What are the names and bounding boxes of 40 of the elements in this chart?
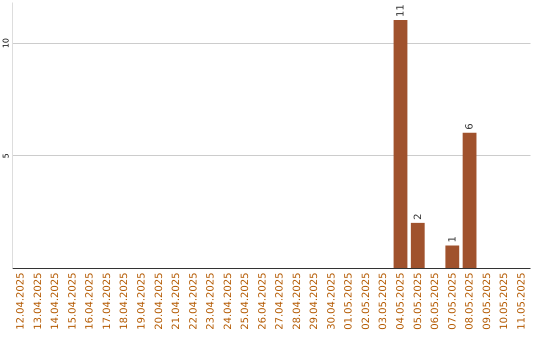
- x-tick-label: 28.04.2025: [292, 272, 303, 330]
- data-label: 2: [412, 214, 424, 220]
- x-tick-label: 22.04.2025: [188, 272, 200, 330]
- x-tick-label: 26.04.2025: [257, 272, 268, 330]
- x-tick-label: 25.04.2025: [240, 272, 252, 330]
- x-tick-label: 06.05.2025: [430, 272, 442, 330]
- x-tick-label: 12.04.2025: [16, 272, 27, 330]
- x-tick-label: 20.04.2025: [154, 272, 165, 330]
- x-tick-label: 30.04.2025: [326, 272, 338, 330]
- x-tick-label: 04.05.2025: [396, 272, 406, 330]
- x-tick-label: 07.05.2025: [447, 272, 458, 330]
- x-tick-label: 17.04.2025: [102, 272, 113, 330]
- x-tick-label: 14.04.2025: [50, 272, 62, 330]
- x-tick-label: 29.04.2025: [309, 272, 320, 330]
- x-tick-label: 21.04.2025: [171, 272, 182, 330]
- x-tick-label: 24.04.2025: [222, 272, 234, 330]
- x-tick-label: 09.05.2025: [482, 272, 493, 330]
- data-label: 1: [447, 236, 458, 242]
- x-tick-label: 13.04.2025: [32, 272, 44, 330]
- bar: [394, 20, 408, 268]
- x-tick-label: 27.04.2025: [274, 272, 286, 330]
- x-tick-label: 16.04.2025: [84, 272, 96, 330]
- x-tick-label: 10.05.2025: [499, 272, 510, 330]
- bar: [462, 132, 476, 268]
- x-tick-label: 23.04.2025: [206, 272, 217, 330]
- x-tick-label: 01.05.2025: [344, 272, 355, 330]
- data-label: 6: [464, 123, 476, 130]
- y-tick-label: 5: [2, 153, 10, 158]
- bar: [410, 222, 425, 268]
- x-tick-label: 02.05.2025: [360, 272, 372, 330]
- x-tick-label: 05.05.2025: [412, 272, 424, 330]
- x-tick-label: 18.04.2025: [119, 272, 130, 330]
- x-tick-label: 11.05.2025: [516, 272, 528, 330]
- y-tick-label: 10: [2, 38, 10, 48]
- data-label: 11: [396, 4, 406, 18]
- bar: [445, 245, 460, 268]
- x-tick-label: 19.04.2025: [136, 272, 148, 330]
- x-tick-label: 15.04.2025: [67, 272, 78, 330]
- x-tick-label: 08.05.2025: [464, 272, 476, 330]
- x-tick-label: 03.05.2025: [378, 272, 390, 330]
